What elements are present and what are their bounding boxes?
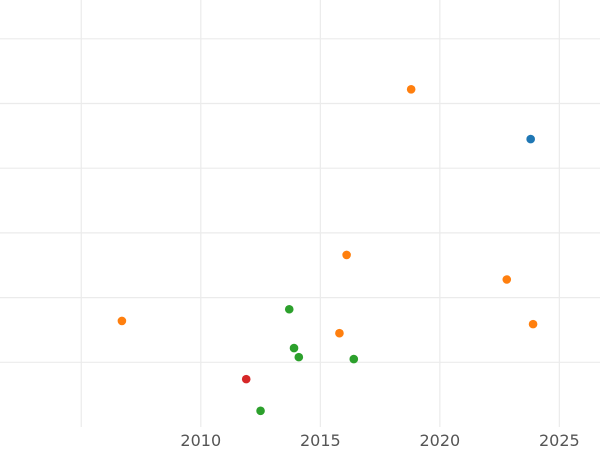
data-point bbox=[294, 352, 304, 362]
data-point bbox=[349, 354, 359, 364]
data-points bbox=[117, 84, 538, 416]
x-tick-label: 2010 bbox=[180, 431, 221, 450]
x-tick-label: 2015 bbox=[300, 431, 341, 450]
grid bbox=[0, 0, 600, 427]
data-point bbox=[117, 316, 127, 326]
x-axis-ticks: 2010 2015 2020 2025 bbox=[180, 431, 579, 450]
data-point bbox=[342, 250, 351, 260]
data-point bbox=[284, 304, 294, 314]
data-point bbox=[526, 134, 535, 144]
data-point bbox=[256, 406, 265, 416]
x-tick-label: 2020 bbox=[419, 431, 460, 450]
data-point bbox=[528, 319, 538, 329]
data-point bbox=[241, 374, 251, 384]
data-point bbox=[406, 84, 416, 94]
data-point bbox=[502, 275, 512, 284]
data-point bbox=[335, 328, 344, 338]
x-tick-label: 2025 bbox=[539, 431, 580, 450]
data-point bbox=[289, 343, 299, 353]
